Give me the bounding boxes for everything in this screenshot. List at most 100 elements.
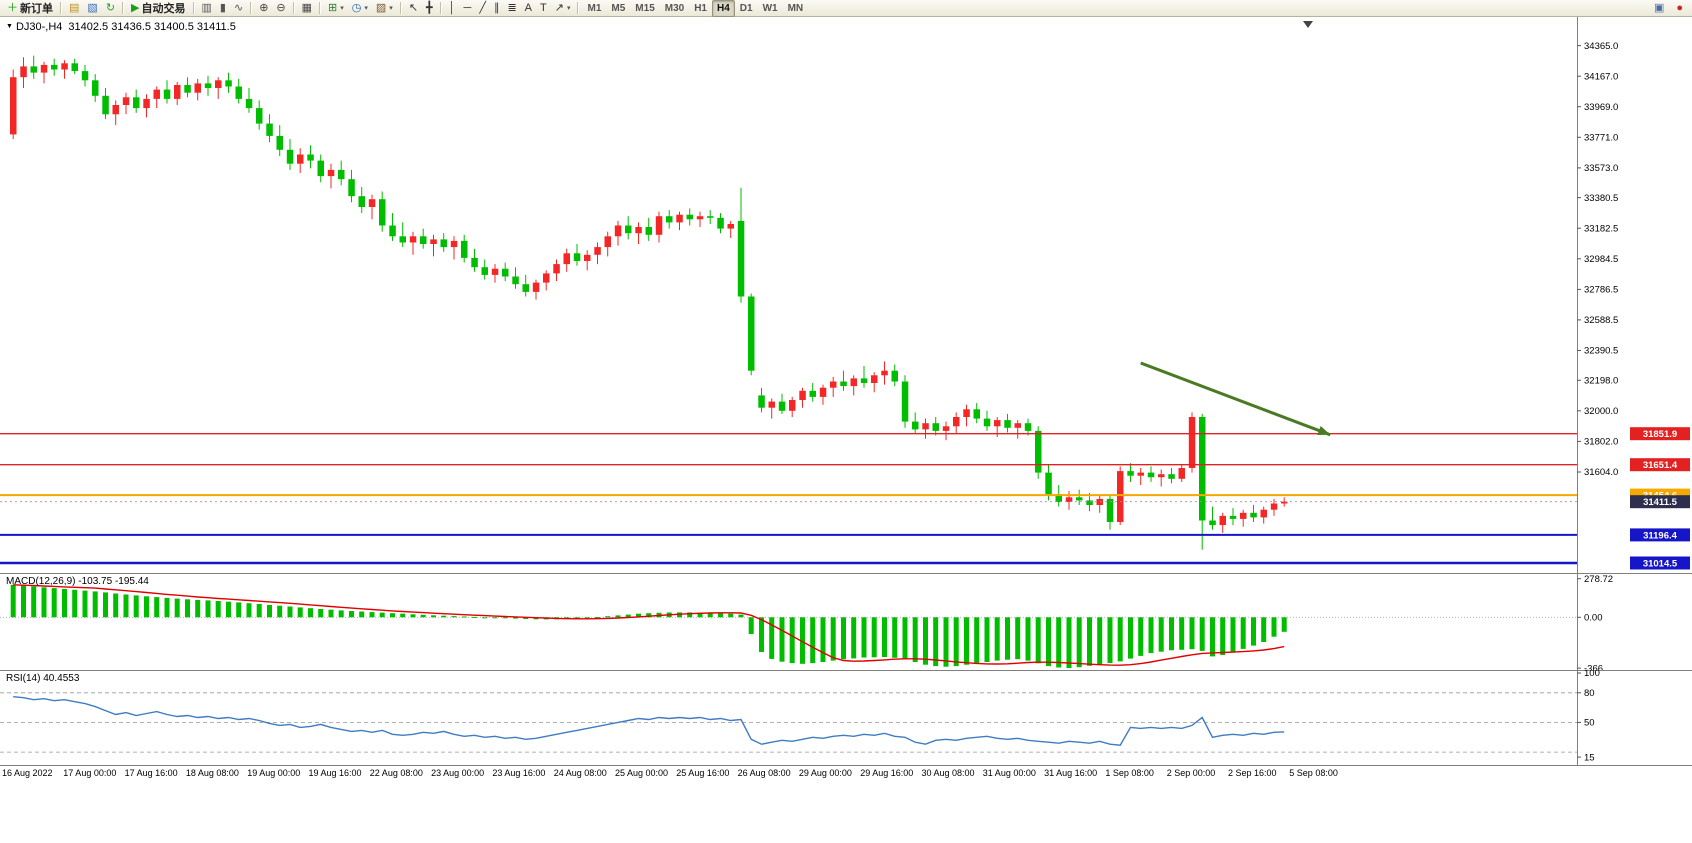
time-axis-label: 25 Aug 00:00 xyxy=(615,768,669,778)
candle xyxy=(122,92,130,115)
candle xyxy=(809,383,816,402)
chart-shift-marker[interactable] xyxy=(1303,21,1313,28)
macd-panel[interactable]: 278.72 0.00 -366 xyxy=(0,573,1692,674)
chart-title: ▼ DJ30-,H4 31402.5 31436.5 31400.5 31411.5 xyxy=(6,21,236,33)
candle xyxy=(963,404,970,427)
charts-icon[interactable]: ▤ xyxy=(65,0,83,17)
toolbar-separator xyxy=(122,2,125,14)
price-axis-label: 33380.5 xyxy=(1584,193,1618,204)
time-axis-label: 18 Aug 08:00 xyxy=(185,768,239,778)
candle xyxy=(491,264,499,283)
toolbar: ＋新订单 ▤ ▧ ↻ ▶ 自动交易 ▥ ▮ ∿ ⊕ ⊖ ▦ ⊞ ▾ ◷ ▾ ▨ ▾ ↖ ╋ │ ─ ╱ ∥ ≣ A T ↗ ▾ M1 M5 M… xyxy=(0,0,1692,17)
candle xyxy=(409,231,417,255)
candle xyxy=(1188,412,1196,473)
candle xyxy=(358,186,365,214)
trendline-icon[interactable]: ╱ xyxy=(475,0,490,17)
candle xyxy=(133,89,140,113)
time-axis-label: 24 Aug 08:00 xyxy=(553,768,607,778)
crosshair-icon: ╋ xyxy=(426,1,433,14)
main-chart-panel[interactable]: 34365.0 34167.0 33969.0 33771.0 33573.0 33380… xyxy=(0,17,1692,573)
timeframe-m5[interactable]: M5 xyxy=(611,2,626,14)
rsi-panel[interactable]: 100 80 50 15 xyxy=(0,668,1692,765)
trend-arrow[interactable] xyxy=(1140,361,1331,437)
cursor-icon[interactable]: ↖ xyxy=(405,0,422,17)
text-icon[interactable]: A xyxy=(521,0,536,17)
chevron-down-icon[interactable]: ▾ xyxy=(389,5,393,12)
macd-axis-label: 278.72 xyxy=(1584,574,1613,585)
candle xyxy=(686,208,693,226)
new-order-button[interactable]: ＋新订单 xyxy=(3,0,57,17)
price-axis-label: 32984.5 xyxy=(1584,254,1618,265)
zoom-in-icon: ⊕ xyxy=(259,1,269,14)
rsi-indicator-label: RSI(14) 40.4553 xyxy=(6,673,80,684)
main-chart-svg: 34365.0 34167.0 33969.0 33771.0 33573.0 33380… xyxy=(0,17,1692,573)
candle xyxy=(502,262,509,282)
candle xyxy=(215,77,222,99)
timeframe-h1[interactable]: H1 xyxy=(694,2,707,14)
chevron-down-icon[interactable]: ▾ xyxy=(566,5,571,12)
refresh-icon: ↻ xyxy=(105,1,116,14)
arrows-icon[interactable]: ↗ ▾ xyxy=(551,0,575,17)
candle xyxy=(840,370,847,391)
timeframe-w1[interactable]: W1 xyxy=(762,2,778,14)
candle xyxy=(666,210,673,229)
price-axis-label: 33771.0 xyxy=(1584,133,1618,144)
chart-collapse-icon[interactable]: ▼ xyxy=(6,23,13,30)
autotrading-button[interactable]: ▶ 自动交易 xyxy=(127,0,189,17)
time-axis[interactable]: 16 Aug 2022 17 Aug 00:00 17 Aug 16:00 18 Au… xyxy=(0,765,1692,781)
candle xyxy=(461,234,468,263)
text-label-icon[interactable]: T xyxy=(536,0,551,17)
vertical-line-icon[interactable]: │ xyxy=(445,0,460,17)
toolbar-right-icons: ▣ ● xyxy=(1650,0,1689,17)
candle xyxy=(1260,506,1267,524)
chevron-down-icon[interactable]: ▾ xyxy=(340,5,344,12)
candle xyxy=(553,259,560,282)
crosshair-icon[interactable]: ╋ xyxy=(422,0,437,17)
profiles-icon[interactable]: ▧ xyxy=(83,0,101,17)
line-chart-type-icon[interactable]: ∿ xyxy=(230,0,247,17)
candle xyxy=(625,216,632,240)
candle xyxy=(348,169,355,203)
svg-text:31851.9: 31851.9 xyxy=(1643,429,1677,440)
candle xyxy=(481,259,488,280)
new-chart-icon[interactable]: ⊞ ▾ xyxy=(324,0,348,17)
bar-chart-type-icon[interactable]: ▥ xyxy=(198,0,216,17)
price-tag[interactable]: 31196.4 xyxy=(1630,528,1690,542)
refresh-icon[interactable]: ↻ xyxy=(102,0,119,17)
price-tag[interactable]: 31651.4 xyxy=(1630,458,1690,472)
period-icon[interactable]: ◷ ▾ xyxy=(348,0,372,17)
chart-symbol-period: DJ30-,H4 xyxy=(15,21,63,33)
macd-axis-label: -366 xyxy=(1584,663,1603,670)
candlestick-type-icon[interactable]: ▮ xyxy=(216,0,230,17)
chart-ohlc-values: 31402.5 31436.5 31400.5 31411.5 xyxy=(68,21,236,33)
price-tag[interactable]: 31411.5 xyxy=(1630,495,1690,509)
horizontal-line-icon[interactable]: ─ xyxy=(460,0,476,17)
timeframe-d1[interactable]: D1 xyxy=(739,2,753,14)
template-icon: ▨ xyxy=(375,1,387,14)
timeframe-mn[interactable]: MN xyxy=(787,2,804,14)
price-tag[interactable]: 31014.5 xyxy=(1630,556,1690,570)
fibonacci-icon[interactable]: ≣ xyxy=(503,0,520,17)
channel-icon[interactable]: ∥ xyxy=(490,0,504,17)
timeframe-m15[interactable]: M15 xyxy=(635,2,655,14)
timeframe-m1[interactable]: M1 xyxy=(587,2,602,14)
time-axis-label: 19 Aug 00:00 xyxy=(247,768,301,778)
search-icon: ▣ xyxy=(1653,1,1665,14)
arrows-icon: ↗ xyxy=(554,1,564,14)
candle xyxy=(399,222,406,248)
macd-histogram xyxy=(10,584,1287,669)
chevron-down-icon[interactable]: ▾ xyxy=(364,5,368,12)
zoom-in-icon[interactable]: ⊕ xyxy=(255,0,272,17)
template-icon[interactable]: ▨ ▾ xyxy=(372,0,397,17)
zoom-out-icon[interactable]: ⊖ xyxy=(272,0,289,17)
timeframe-m30[interactable]: M30 xyxy=(664,2,685,14)
alert-icon[interactable]: ● xyxy=(1672,0,1687,17)
candle xyxy=(1035,426,1042,479)
candle xyxy=(819,384,827,405)
timeframe-h4[interactable]: H4 xyxy=(712,0,735,17)
candle xyxy=(717,213,724,234)
chart-background xyxy=(0,17,1692,573)
tile-windows-icon[interactable]: ▦ xyxy=(298,0,316,17)
price-tag[interactable]: 31851.9 xyxy=(1630,427,1690,441)
search-icon[interactable]: ▣ xyxy=(1650,0,1668,17)
